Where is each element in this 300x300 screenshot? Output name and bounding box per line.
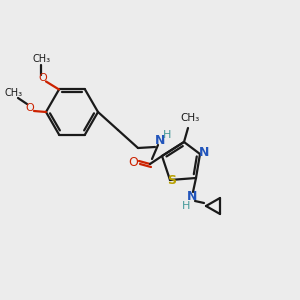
- Text: N: N: [155, 134, 165, 148]
- Text: H: H: [182, 201, 190, 211]
- Text: CH₃: CH₃: [180, 113, 200, 123]
- Text: O: O: [39, 74, 47, 83]
- Text: CH₃: CH₃: [33, 55, 51, 64]
- Text: O: O: [26, 103, 34, 113]
- Text: CH₃: CH₃: [5, 88, 23, 98]
- Text: H: H: [163, 130, 171, 140]
- Text: N: N: [199, 146, 209, 160]
- Text: S: S: [167, 175, 176, 188]
- Text: N: N: [187, 190, 197, 203]
- Text: O: O: [128, 155, 138, 169]
